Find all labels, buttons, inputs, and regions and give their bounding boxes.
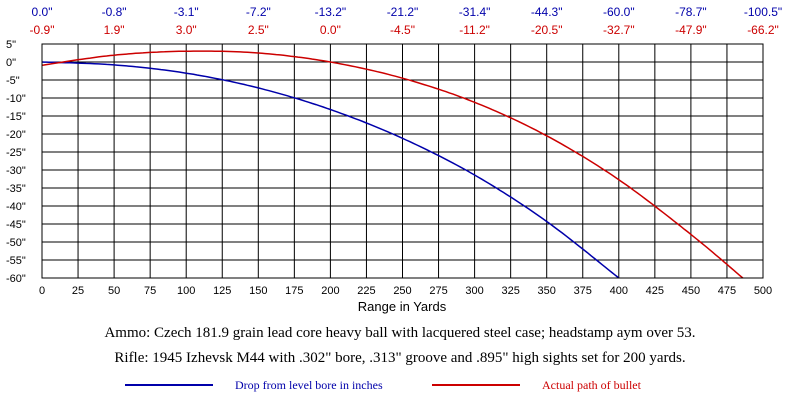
top-path-label: -47.9" — [675, 23, 707, 37]
top-path-label: 3.0" — [176, 23, 197, 37]
x-tick-label: 125 — [213, 285, 231, 297]
top-path-label: -11.2" — [459, 23, 490, 37]
x-tick-label: 50 — [108, 285, 120, 297]
top-path-label: -32.7" — [603, 23, 635, 37]
top-drop-label: -44.3" — [531, 5, 563, 19]
x-tick-label: 225 — [357, 285, 375, 297]
legend-path-label: Actual path of bullet — [542, 377, 641, 392]
x-tick-label: 250 — [393, 285, 411, 297]
grid — [41, 43, 764, 279]
y-tick-label: -55" — [6, 255, 26, 267]
y-tick-labels: 5" 0" -5" -10" -15" -20" -25" -30" -35" -40" -45" -… — [6, 39, 26, 285]
x-tick-label: 350 — [538, 285, 556, 297]
x-tick-label: 300 — [465, 285, 483, 297]
y-tick-label: -25" — [6, 147, 26, 159]
top-drop-label: -0.8" — [102, 5, 127, 19]
y-tick-label: 5" — [6, 39, 16, 51]
y-tick-label: -45" — [6, 219, 26, 231]
legend-path-swatch — [432, 384, 520, 386]
x-tick-label: 175 — [285, 285, 303, 297]
top-path-label: -66.2" — [747, 23, 779, 37]
x-tick-label: 325 — [501, 285, 519, 297]
top-drop-label: -31.4" — [459, 5, 491, 19]
top-path-label: -0.9" — [30, 23, 55, 37]
series — [41, 50, 744, 279]
y-tick-label: -15" — [6, 111, 26, 123]
top-labels: 0.0" -0.9" -0.8" 1.9" -3.1" 3.0" -7.2" 2.5" -13.… — [30, 5, 783, 37]
x-tick-label: 500 — [754, 285, 772, 297]
top-drop-label: -13.2" — [315, 5, 347, 19]
y-tick-label: -20" — [6, 129, 26, 141]
legend-path: Actual path of bullet — [432, 376, 641, 394]
x-tick-label: 200 — [321, 285, 339, 297]
rifle-note: Rifle: 1945 Izhevsk M44 with .302" bore,… — [114, 350, 686, 366]
ammo-note: Ammo: Czech 181.9 grain lead core heavy … — [104, 325, 696, 341]
top-drop-label: 0.0" — [32, 5, 53, 19]
top-path-label: -20.5" — [531, 23, 563, 37]
top-path-label: 2.5" — [248, 23, 269, 37]
top-drop-label: -100.5" — [744, 5, 782, 19]
x-tick-label: 0 — [39, 285, 45, 297]
top-drop-label: -78.7" — [675, 5, 707, 19]
legend-drop: Drop from level bore in inches — [125, 376, 383, 394]
y-tick-label: -40" — [6, 201, 26, 213]
y-tick-label: -5" — [6, 75, 20, 87]
series-line-drop — [41, 61, 620, 279]
x-tick-label: 100 — [177, 285, 195, 297]
plot-frame — [41, 43, 764, 279]
x-tick-label: 400 — [610, 285, 628, 297]
top-path-label: -4.5" — [390, 23, 415, 37]
y-tick-label: -60" — [6, 273, 26, 285]
x-tick-label: 475 — [718, 285, 736, 297]
y-tick-label: -50" — [6, 237, 26, 249]
y-tick-label: -35" — [6, 183, 26, 195]
legend-drop-swatch — [125, 384, 213, 386]
y-tick-label: -10" — [6, 93, 26, 105]
x-tick-label: 425 — [646, 285, 664, 297]
x-tick-label: 75 — [144, 285, 156, 297]
top-path-label: 1.9" — [104, 23, 125, 37]
top-drop-label: -60.0" — [603, 5, 635, 19]
top-drop-label: -21.2" — [387, 5, 419, 19]
x-tick-label: 275 — [429, 285, 447, 297]
x-tick-label: 450 — [682, 285, 700, 297]
x-tick-label: 150 — [249, 285, 267, 297]
y-tick-label: -30" — [6, 165, 26, 177]
x-tick-label: 25 — [72, 285, 84, 297]
top-path-label: 0.0" — [320, 23, 341, 37]
top-drop-label: -3.1" — [174, 5, 199, 19]
y-tick-label: 0" — [6, 57, 16, 69]
x-axis-title: Range in Yards — [358, 299, 447, 314]
top-drop-label: -7.2" — [246, 5, 271, 19]
x-tick-label: 375 — [574, 285, 592, 297]
x-tick-labels: 0 25 50 75 100 125 150 175 200 225 250 275 300 325 350… — [39, 285, 772, 297]
series-line-path — [41, 50, 744, 279]
legend-drop-label: Drop from level bore in inches — [235, 377, 383, 392]
